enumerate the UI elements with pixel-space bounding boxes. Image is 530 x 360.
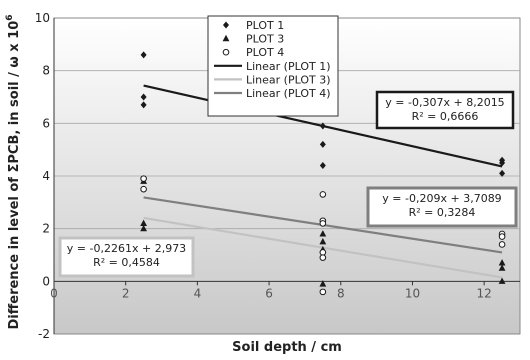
data-point [498, 259, 506, 266]
legend-label: PLOT 1 [246, 19, 284, 32]
x-axis-title: Soil depth / cm [232, 340, 342, 355]
y-tick-label: 2 [42, 222, 50, 236]
data-point [140, 101, 147, 109]
y-tick-label: 8 [42, 64, 50, 78]
x-tick-label: 4 [194, 286, 202, 300]
y-axis-title-superscript: 6 [5, 14, 15, 20]
data-point [319, 161, 326, 169]
data-point [140, 175, 147, 182]
data-point [319, 280, 327, 287]
data-point [319, 220, 327, 227]
y-tick-label: 4 [42, 169, 50, 183]
equation-box [366, 186, 518, 228]
trendline-equation: y = -0,209x + 3,7089 [382, 192, 501, 205]
trendline-r2: R² = 0,3284 [409, 206, 476, 219]
x-tick-label: 12 [477, 286, 492, 300]
x-tick-label: 0 [50, 286, 58, 300]
y-axis-title-main: Difference in level of ΣPCB, in soil / ω… [7, 21, 22, 330]
x-tick-label: 6 [265, 286, 273, 300]
data-point [140, 93, 147, 101]
data-point [498, 264, 506, 271]
legend-label: Linear (PLOT 4) [246, 87, 331, 100]
data-point [319, 230, 327, 237]
trendline-r2: R² = 0,6666 [412, 110, 479, 123]
equation-box [58, 236, 195, 278]
data-point [499, 169, 506, 177]
legend-marker [222, 48, 230, 56]
y-tick-label: -2 [38, 327, 50, 341]
y-tick-label: 10 [35, 11, 50, 25]
x-tick-label: 10 [405, 286, 420, 300]
legend-marker [223, 21, 229, 29]
data-point [498, 277, 506, 284]
trendline-equation: y = -0,2261x + 2,973 [67, 242, 186, 255]
data-point [319, 249, 327, 256]
data-point [319, 254, 327, 261]
legend-label: Linear (PLOT 3) [246, 73, 331, 86]
data-point [140, 51, 147, 59]
data-point [319, 288, 327, 296]
legend-marker [222, 34, 230, 42]
data-point [319, 122, 326, 130]
data-point [140, 219, 148, 226]
data-point [498, 233, 506, 240]
data-point [499, 159, 506, 167]
legend-label: PLOT 4 [246, 46, 284, 59]
data-point [319, 191, 327, 198]
equation-box [375, 90, 515, 130]
data-point [498, 241, 506, 248]
trendline-equation: y = -0,307x + 8,2015 [385, 96, 504, 109]
data-point [140, 185, 147, 193]
data-point [319, 238, 327, 245]
y-axis-title: Difference in level of ΣPCB, in soil / ω… [5, 14, 22, 329]
x-tick-label: 2 [122, 286, 130, 300]
y-tick-label: 0 [42, 274, 50, 288]
x-tick-label: 8 [337, 286, 345, 300]
legend-label: PLOT 3 [246, 33, 284, 46]
trendline-r2: R² = 0,4584 [93, 256, 160, 269]
data-point [140, 224, 148, 232]
y-tick-label: 6 [42, 116, 50, 130]
legend-label: Linear (PLOT 1) [246, 60, 331, 73]
data-point [319, 140, 326, 148]
